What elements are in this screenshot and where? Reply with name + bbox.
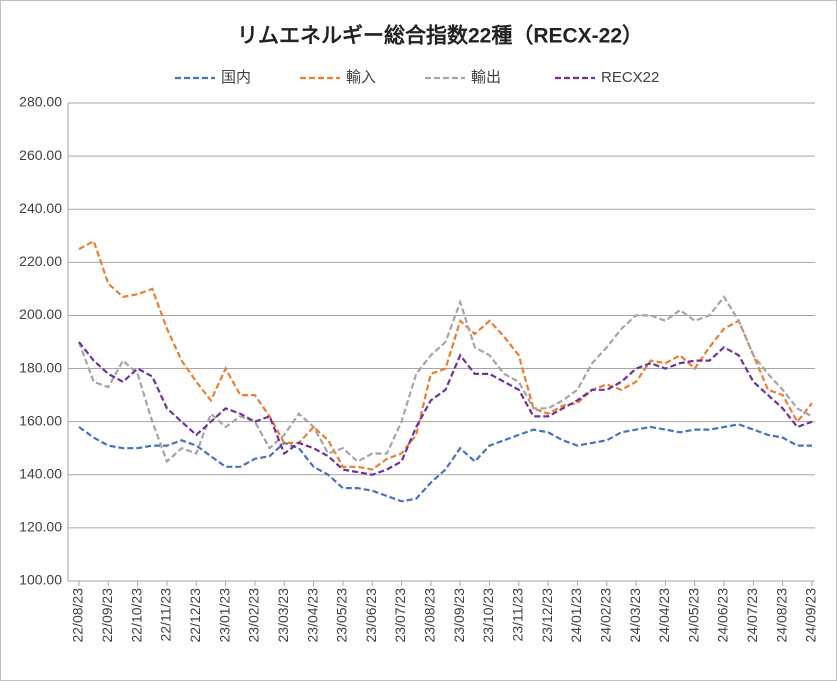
- legend-label: 輸入: [346, 69, 376, 86]
- x-tick-label: 22/08/23: [70, 588, 86, 643]
- x-tick-label: 23/03/23: [275, 588, 291, 643]
- x-tick-label: 23/12/23: [539, 588, 555, 643]
- x-tick-label: 23/09/23: [451, 588, 467, 643]
- line-series: [78, 341, 813, 476]
- x-tick-label: 23/05/23: [334, 588, 350, 643]
- x-tick-label: 23/01/23: [216, 588, 232, 643]
- x-tick-label: 24/05/23: [685, 588, 701, 643]
- line-series: [77, 294, 813, 464]
- legend-label: 輸出: [471, 69, 501, 86]
- x-tick-label: 24/06/23: [715, 588, 731, 643]
- legend-label: 国内: [221, 69, 251, 86]
- y-tick-label: 160.00: [19, 412, 62, 428]
- line-series: [78, 239, 813, 471]
- x-tick-label: 22/09/23: [99, 588, 115, 643]
- y-tick-label: 200.00: [19, 306, 62, 322]
- x-tick-label: 24/07/23: [744, 588, 760, 643]
- chart-title: リムエネルギー総合指数22種（RECX-22）: [237, 24, 643, 48]
- x-tick-label: 23/07/23: [392, 588, 408, 643]
- x-tick-label: 23/04/23: [304, 588, 320, 643]
- x-tick-label: 24/03/23: [627, 588, 643, 643]
- x-tick-label: 22/12/23: [187, 588, 203, 643]
- x-tick-label: 24/04/23: [656, 588, 672, 643]
- legend-label: RECX22: [601, 69, 659, 86]
- x-tick-label: 23/06/23: [363, 588, 379, 643]
- x-tick-label: 22/11/23: [158, 588, 174, 642]
- y-tick-label: 120.00: [19, 519, 62, 535]
- x-tick-label: 23/11/23: [510, 588, 526, 642]
- x-tick-label: 24/02/23: [597, 588, 613, 643]
- y-tick-label: 260.00: [19, 147, 62, 163]
- line-series: [78, 423, 812, 503]
- x-tick-label: 24/01/23: [568, 588, 584, 643]
- y-tick-label: 180.00: [19, 359, 62, 375]
- y-tick-label: 220.00: [19, 253, 62, 269]
- x-tick-label: 22/10/23: [128, 588, 144, 643]
- x-tick-label: 23/08/23: [422, 588, 438, 643]
- y-tick-label: 240.00: [19, 200, 62, 216]
- x-tick-label: 23/02/23: [246, 588, 262, 643]
- y-tick-label: 280.00: [19, 94, 62, 110]
- x-tick-label: 24/08/23: [773, 588, 789, 643]
- x-tick-label: 23/10/23: [480, 588, 496, 643]
- y-tick-label: 140.00: [19, 465, 62, 481]
- x-tick-label: 24/09/23: [803, 588, 819, 643]
- y-tick-label: 100.00: [19, 572, 62, 588]
